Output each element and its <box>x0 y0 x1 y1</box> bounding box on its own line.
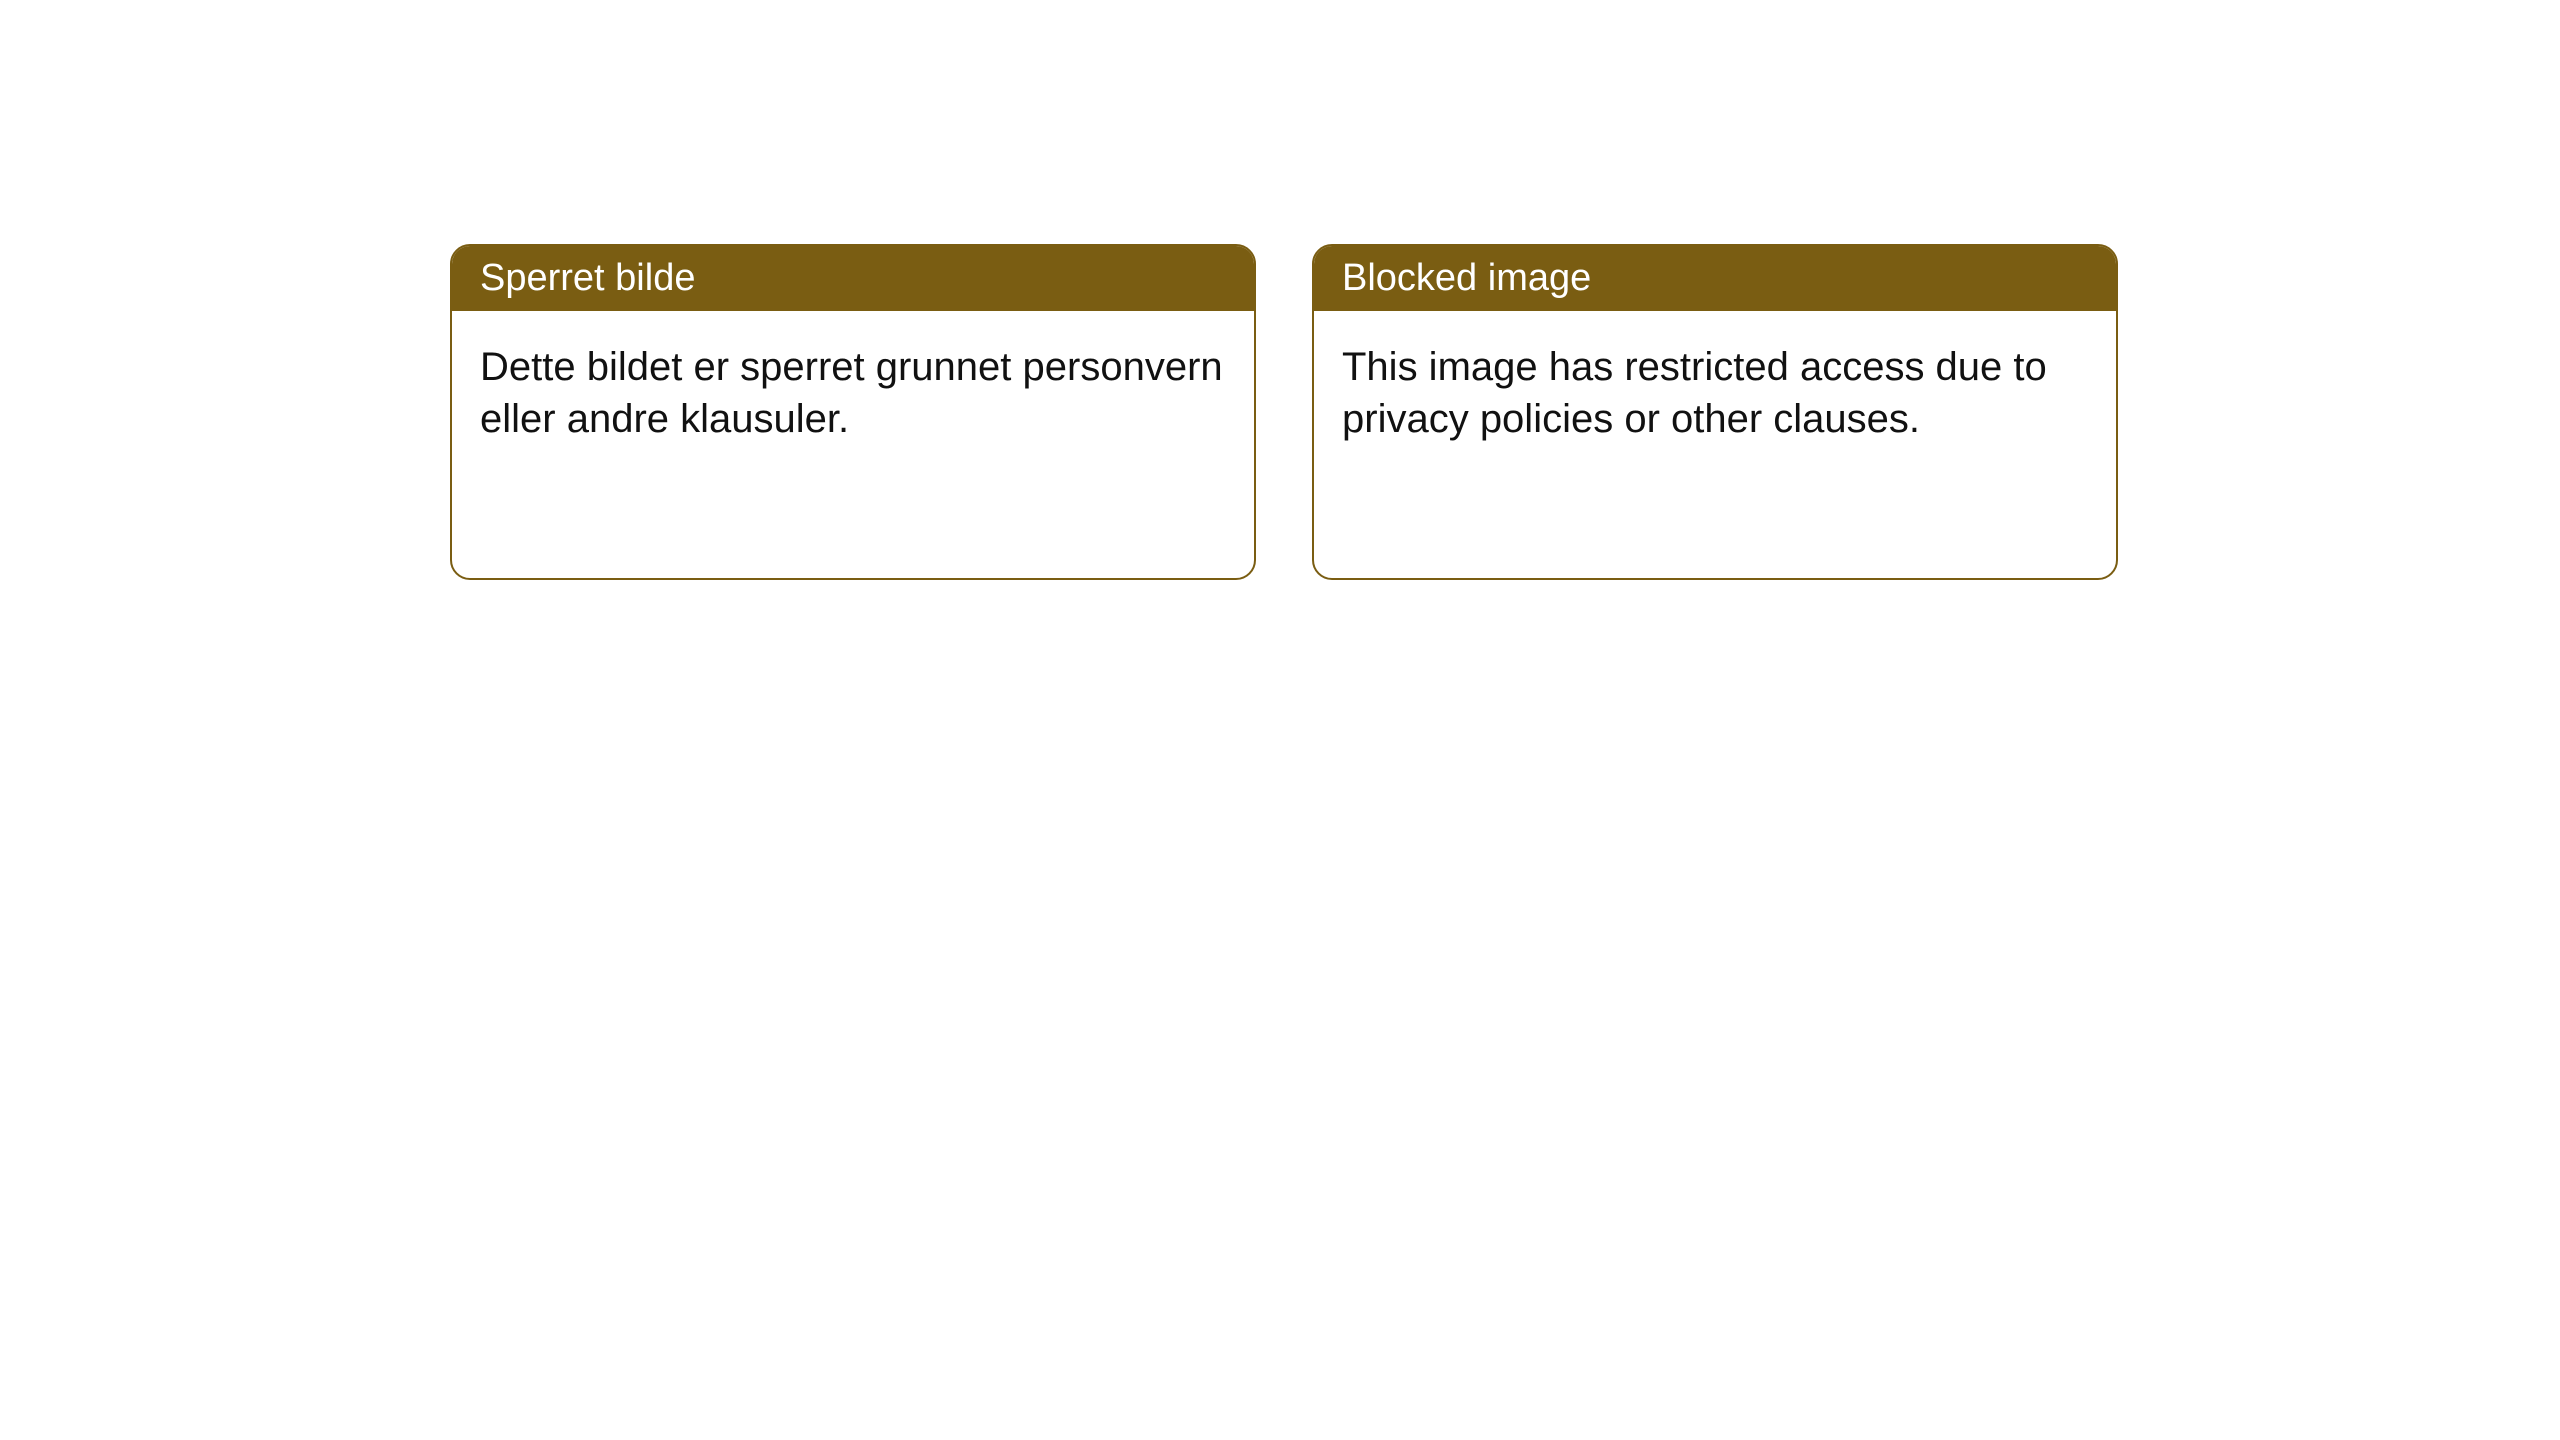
notice-card-title: Sperret bilde <box>452 246 1254 311</box>
notice-card-body: This image has restricted access due to … <box>1314 311 2116 475</box>
notice-card-en: Blocked image This image has restricted … <box>1312 244 2118 580</box>
notice-card-title: Blocked image <box>1314 246 2116 311</box>
notice-container: Sperret bilde Dette bildet er sperret gr… <box>0 0 2560 580</box>
notice-card-no: Sperret bilde Dette bildet er sperret gr… <box>450 244 1256 580</box>
notice-card-body: Dette bildet er sperret grunnet personve… <box>452 311 1254 475</box>
